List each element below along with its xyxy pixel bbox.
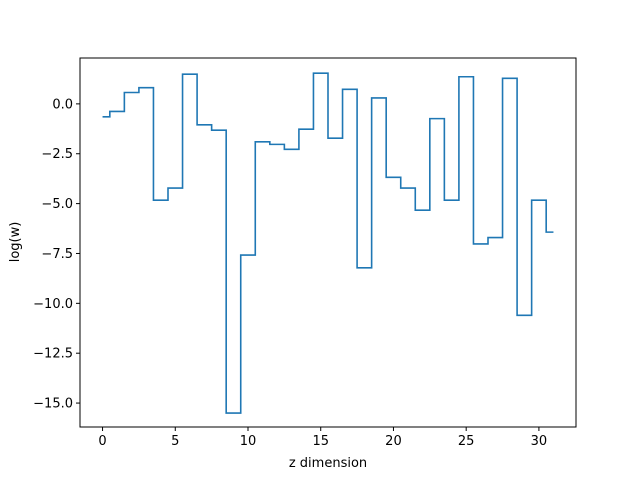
x-axis-label: z dimension: [289, 456, 367, 471]
series-line: [102, 72, 554, 414]
y-axis-label: log(w): [8, 222, 23, 263]
y-tick-label: 0.0: [52, 97, 73, 112]
y-axis-ticks: 0.0 −2.5 −5.0 −7.5 −10.0 −12.5 −15.0: [33, 97, 80, 412]
y-tick-label: −7.5: [41, 247, 73, 262]
y-tick-label: −15.0: [33, 397, 73, 412]
x-tick-label: 5: [171, 434, 179, 449]
x-tick-label: 10: [240, 434, 257, 449]
x-tick-label: 0: [98, 434, 106, 449]
y-tick-label: −10.0: [33, 297, 73, 312]
x-tick-label: 15: [312, 434, 329, 449]
y-tick-label: −2.5: [41, 147, 73, 162]
x-tick-label: 30: [531, 434, 548, 449]
y-tick-label: −5.0: [41, 197, 73, 212]
plot-frame: [79, 57, 577, 428]
x-axis-ticks: 0 5 10 15 20 25 30: [98, 427, 547, 449]
x-tick-label: 20: [385, 434, 402, 449]
x-tick-label: 25: [458, 434, 475, 449]
series-layer: [102, 72, 554, 414]
y-tick-label: −12.5: [33, 347, 73, 362]
